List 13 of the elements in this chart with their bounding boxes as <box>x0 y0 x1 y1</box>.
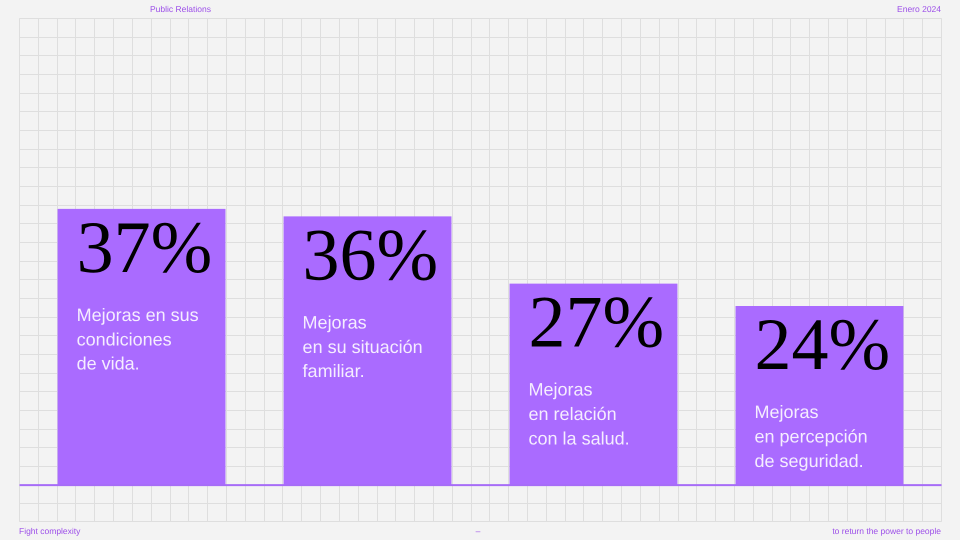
x-tick-label: Mejoras en relación con la salud. <box>528 380 630 448</box>
data-label: 37% <box>76 206 212 289</box>
x-tick-label: Mejoras en sus condiciones de vida. <box>76 304 199 374</box>
data-label: 27% <box>528 282 664 364</box>
text: – <box>476 525 480 538</box>
text: Public Relations <box>150 3 211 16</box>
text: to return the power to people <box>832 525 941 538</box>
data-label: 36% <box>302 214 438 296</box>
x-tick-label: Mejoras en percepción de seguridad. <box>754 402 868 471</box>
data-label: 24% <box>754 304 890 386</box>
text: Fight complexity <box>19 525 80 538</box>
x-tick-label: Mejoras en su situación familiar. <box>302 312 423 382</box>
text: Enero 2024 <box>897 3 941 16</box>
